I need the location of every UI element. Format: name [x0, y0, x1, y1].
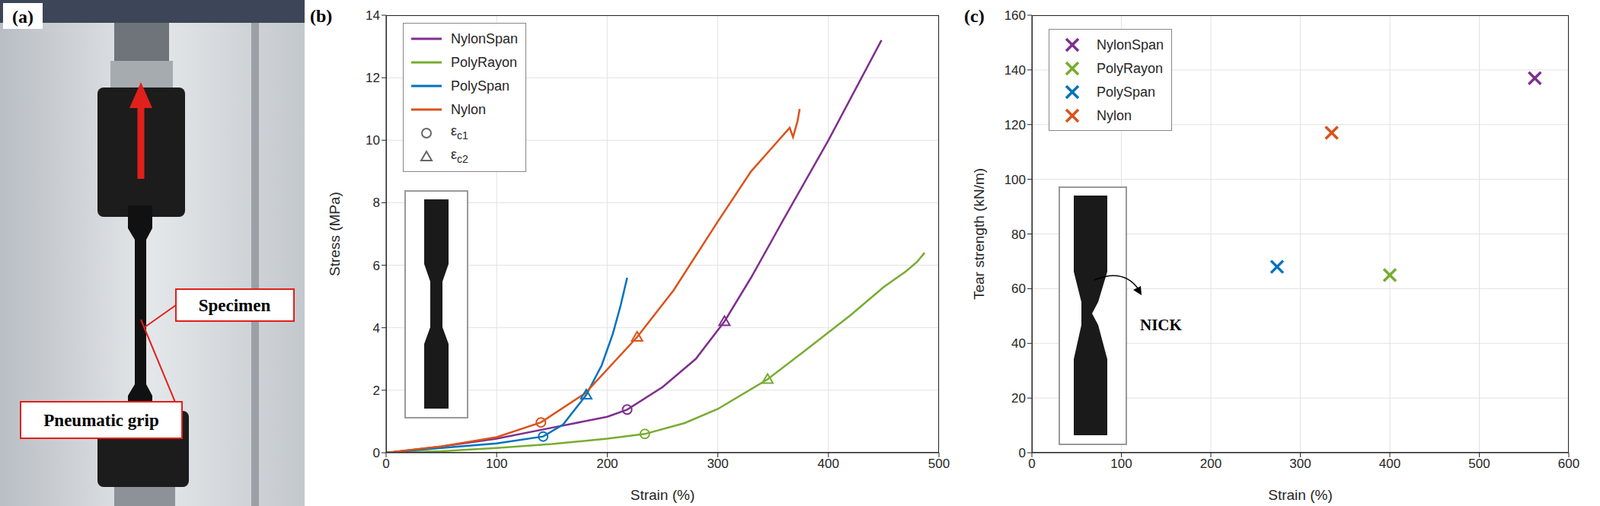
svg-text:40: 40: [1011, 336, 1026, 352]
html-text:εc1: εc1: [450, 123, 469, 142]
svg-text:100: 100: [485, 456, 508, 472]
svg-text:300: 300: [706, 456, 729, 472]
html-text:Nylon: Nylon: [450, 101, 486, 117]
svg-text:80: 80: [1011, 227, 1026, 243]
svg-text:0: 0: [373, 446, 381, 461]
svg-text:20: 20: [1011, 391, 1026, 406]
svg-text:0: 0: [1028, 456, 1035, 472]
svg-text:100: 100: [1004, 172, 1026, 188]
svg-text:160: 160: [1004, 8, 1026, 23]
svg-text:400: 400: [817, 456, 840, 472]
html-text:PolySpan: PolySpan: [1096, 84, 1156, 100]
svg-text:500: 500: [928, 456, 950, 472]
svg-text:Strain (%): Strain (%): [630, 487, 695, 504]
html-text:PolyRayon: PolyRayon: [450, 54, 518, 70]
svg-text:10: 10: [365, 133, 381, 148]
svg-text:2: 2: [373, 383, 381, 399]
html-text:PolyRayon: PolyRayon: [1096, 60, 1163, 76]
svg-text:12: 12: [365, 70, 381, 86]
html-text:Nylon: Nylon: [1096, 107, 1132, 123]
svg-text:400: 400: [1379, 456, 1401, 472]
svg-text:0: 0: [1018, 446, 1026, 461]
svg-text:200: 200: [596, 456, 618, 472]
html-text:NylonSpan: NylonSpan: [450, 30, 518, 47]
svg-text:300: 300: [1289, 456, 1311, 472]
svg-text:(a): (a): [12, 6, 34, 27]
svg-text:Pneumatic grip: Pneumatic grip: [43, 411, 159, 431]
svg-text:14: 14: [365, 8, 381, 23]
html-text:NylonSpan: NylonSpan: [1096, 36, 1164, 53]
svg-text:6: 6: [373, 258, 381, 274]
svg-text:500: 500: [1468, 456, 1490, 472]
html-text:(b): (b): [309, 6, 333, 26]
svg-text:8: 8: [373, 195, 381, 211]
html-text:NICK: NICK: [1140, 316, 1182, 335]
svg-text:Strain (%): Strain (%): [1267, 487, 1332, 504]
svg-text:120: 120: [1004, 118, 1026, 133]
svg-text:Tear strength (kN/m): Tear strength (kN/m): [970, 168, 987, 301]
svg-text:Specimen: Specimen: [198, 296, 272, 316]
html-text:PolySpan: PolySpan: [450, 78, 510, 94]
svg-text:Stress (MPa): Stress (MPa): [326, 191, 343, 277]
svg-text:0: 0: [382, 456, 390, 472]
svg-text:4: 4: [373, 321, 381, 336]
svg-text:60: 60: [1011, 281, 1026, 297]
svg-text:600: 600: [1558, 456, 1580, 472]
html-text:εc2: εc2: [450, 146, 469, 165]
svg-text:200: 200: [1200, 456, 1222, 472]
svg-text:100: 100: [1110, 456, 1132, 472]
svg-text:140: 140: [1004, 63, 1026, 78]
html-text:(c): (c): [964, 6, 985, 26]
